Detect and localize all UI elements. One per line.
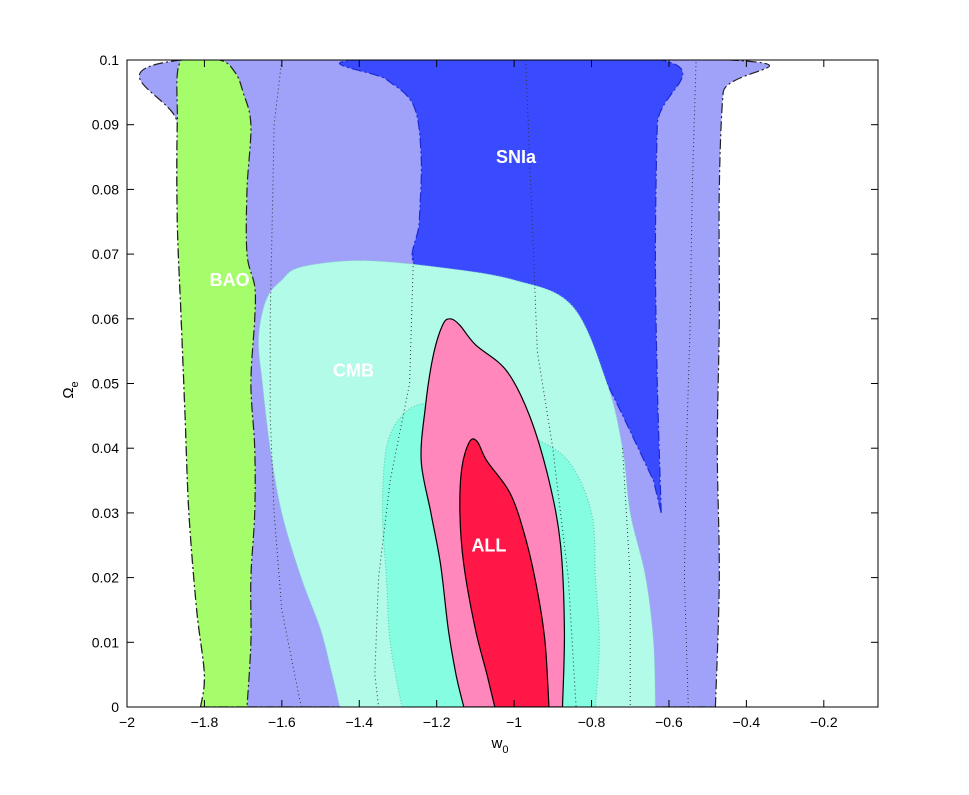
- dotted-contour-0: [269, 60, 302, 707]
- x-axis-ticks: −2 −1.8 −1.6 −1.4 −1.2 −1 −0.8 −0.6 −0.4 −0.2: [119, 60, 838, 730]
- region-labels: SNIa BAO CMB ALL: [210, 147, 537, 555]
- y-tick-label: 0.04: [92, 440, 119, 456]
- y-tick-label: 0.08: [92, 181, 119, 197]
- x-tick-label: −2: [119, 714, 135, 730]
- snia-label: SNIa: [496, 147, 537, 167]
- y-tick-label: 0.07: [92, 246, 119, 262]
- y-tick-label: 0.05: [92, 376, 119, 392]
- y-tick-label: 0: [111, 699, 119, 715]
- x-tick-label: −1.4: [345, 714, 373, 730]
- x-tick-label: −1.8: [191, 714, 219, 730]
- y-axis-ticks: 0 0.01 0.02 0.03 0.04 0.05 0.06 0.07 0.08 0.09 0.1: [92, 52, 878, 715]
- x-tick-label: −0.8: [578, 714, 606, 730]
- x-tick-label: −1: [506, 714, 522, 730]
- x-tick-label: −1.2: [423, 714, 451, 730]
- dotted-contours: [269, 60, 697, 707]
- bao-outer-region: [176, 60, 257, 707]
- x-tick-label: −0.2: [810, 714, 838, 730]
- x-tick-label: −0.6: [655, 714, 683, 730]
- bao-label: BAO: [210, 270, 250, 290]
- confidence-regions: [138, 60, 771, 707]
- all-inner-region: [459, 438, 550, 707]
- all-label: ALL: [471, 535, 506, 555]
- y-tick-label: 0.06: [92, 311, 119, 327]
- x-axis-label: w0: [491, 735, 509, 756]
- y-tick-label: 0.01: [92, 634, 119, 650]
- y-tick-label: 0.09: [92, 117, 119, 133]
- dotted-contour-3: [374, 254, 414, 707]
- x-tick-label: −1.6: [268, 714, 296, 730]
- y-tick-label: 0.1: [100, 52, 120, 68]
- x-tick-label: −0.4: [733, 714, 761, 730]
- y-tick-label: 0.02: [92, 570, 119, 586]
- cmb-label: CMB: [333, 361, 374, 381]
- y-tick-label: 0.03: [92, 505, 119, 521]
- y-axis-label: Ωe: [60, 381, 81, 398]
